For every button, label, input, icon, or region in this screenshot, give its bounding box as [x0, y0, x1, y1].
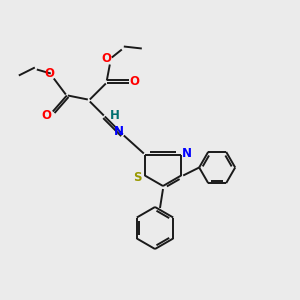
Text: N: N — [114, 125, 124, 138]
Text: S: S — [134, 171, 142, 184]
Text: H: H — [110, 109, 120, 122]
Text: O: O — [130, 75, 140, 88]
Text: O: O — [42, 109, 52, 122]
Text: N: N — [182, 147, 192, 160]
Text: O: O — [102, 52, 112, 65]
Text: O: O — [45, 67, 55, 80]
